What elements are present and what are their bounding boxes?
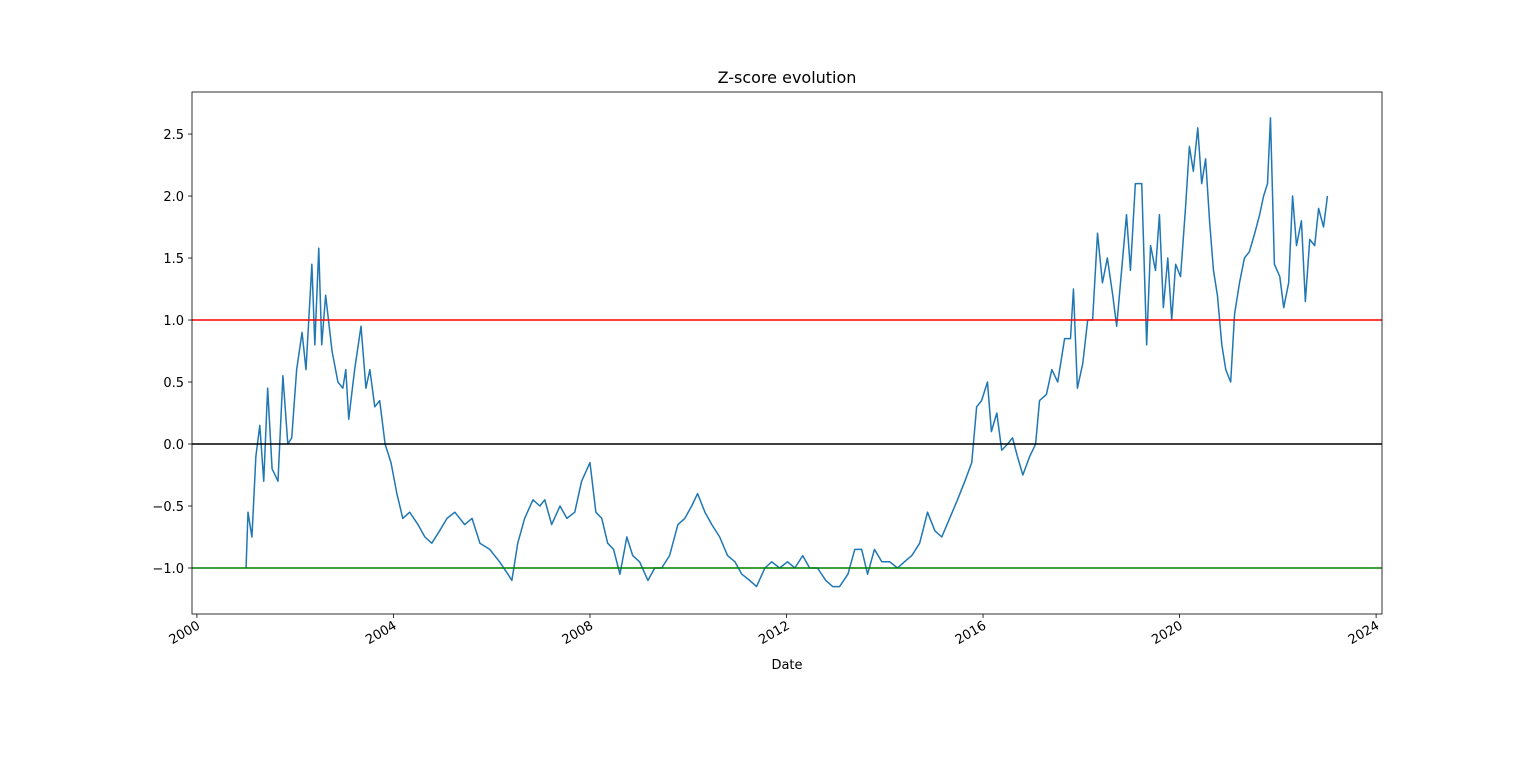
y-tick-label: 2.0 <box>163 190 184 205</box>
y-tick-label: −1.0 <box>152 562 184 577</box>
x-axis-label: Date <box>771 658 802 673</box>
data-line <box>245 117 1329 588</box>
chart-title: Z-score evolution <box>718 68 857 87</box>
y-tick-label: 1.5 <box>163 252 184 267</box>
y-tick-label: 1.0 <box>163 314 184 329</box>
y-tick-label: 0.0 <box>163 438 184 453</box>
y-tick-label: 0.5 <box>163 376 184 391</box>
y-tick-label: −0.5 <box>152 500 184 515</box>
plot-frame <box>191 91 1383 615</box>
y-tick-label: 2.5 <box>163 128 184 143</box>
